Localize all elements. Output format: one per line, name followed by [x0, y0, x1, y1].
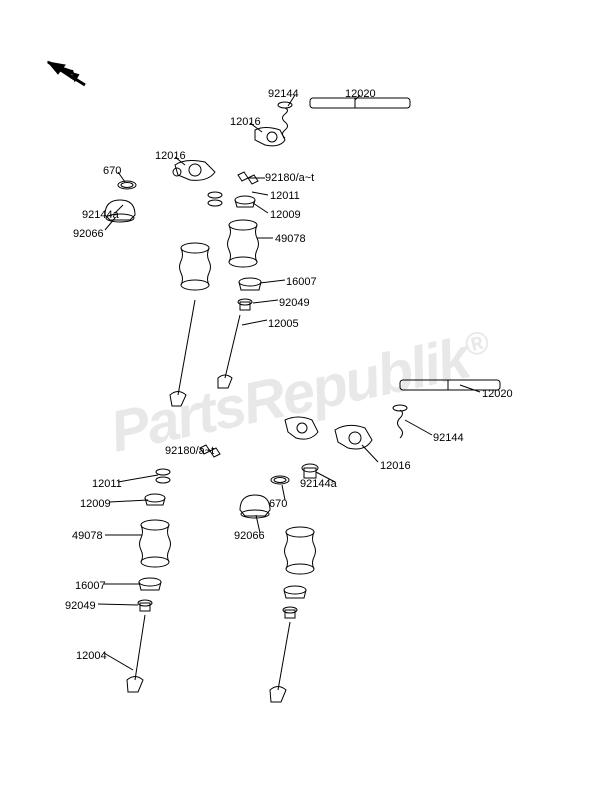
parts-diagram [0, 0, 600, 785]
